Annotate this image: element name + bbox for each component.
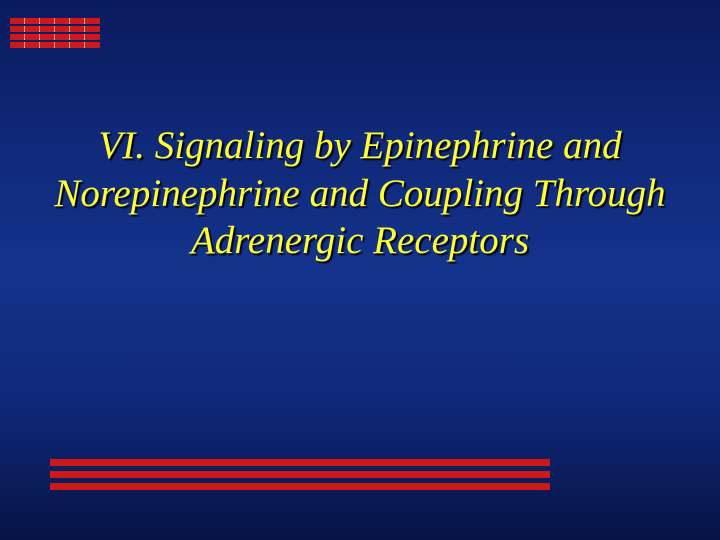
bottom-line-decoration <box>50 459 550 490</box>
top-stripe-decoration <box>10 18 100 48</box>
stripe-cell <box>70 42 85 48</box>
stripe-cell <box>40 42 55 48</box>
stripe-cell <box>55 42 70 48</box>
bottom-line <box>50 483 550 490</box>
stripe-row <box>10 42 100 48</box>
stripe-cell <box>85 42 100 48</box>
slide-title: VI. Signaling by Epinephrine and Norepin… <box>50 122 670 265</box>
stripe-cell <box>25 42 40 48</box>
bottom-line <box>50 471 550 478</box>
bottom-line <box>50 459 550 466</box>
stripe-cell <box>10 42 25 48</box>
